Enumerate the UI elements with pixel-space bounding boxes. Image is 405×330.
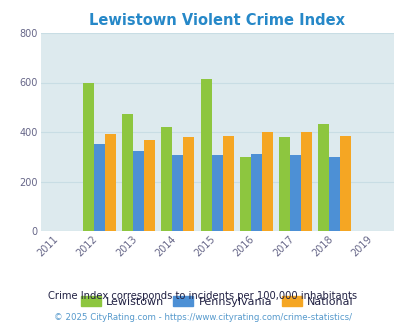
Bar (328, 157, 340, 231)
Bar (94, 145, 105, 231)
Bar (239, 157, 250, 231)
Bar (250, 154, 261, 231)
Bar (290, 155, 301, 231)
Bar (261, 132, 272, 231)
Bar (161, 127, 172, 231)
Bar (340, 136, 351, 231)
Bar (105, 135, 116, 231)
Text: © 2025 CityRating.com - https://www.cityrating.com/crime-statistics/: © 2025 CityRating.com - https://www.city… (54, 313, 351, 322)
Bar (200, 79, 211, 231)
Bar (83, 83, 94, 231)
Bar (172, 155, 183, 231)
Text: Crime Index corresponds to incidents per 100,000 inhabitants: Crime Index corresponds to incidents per… (48, 291, 357, 301)
Bar (222, 136, 233, 231)
Legend: Lewistown, Pennsylvania, National: Lewistown, Pennsylvania, National (76, 292, 357, 312)
Bar (122, 114, 133, 231)
Bar (279, 137, 290, 231)
Bar (183, 137, 194, 231)
Bar (301, 132, 311, 231)
Bar (211, 155, 222, 231)
Bar (133, 151, 144, 231)
Bar (318, 124, 328, 231)
Title: Lewistown Violent Crime Index: Lewistown Violent Crime Index (89, 13, 344, 28)
Bar (144, 140, 155, 231)
